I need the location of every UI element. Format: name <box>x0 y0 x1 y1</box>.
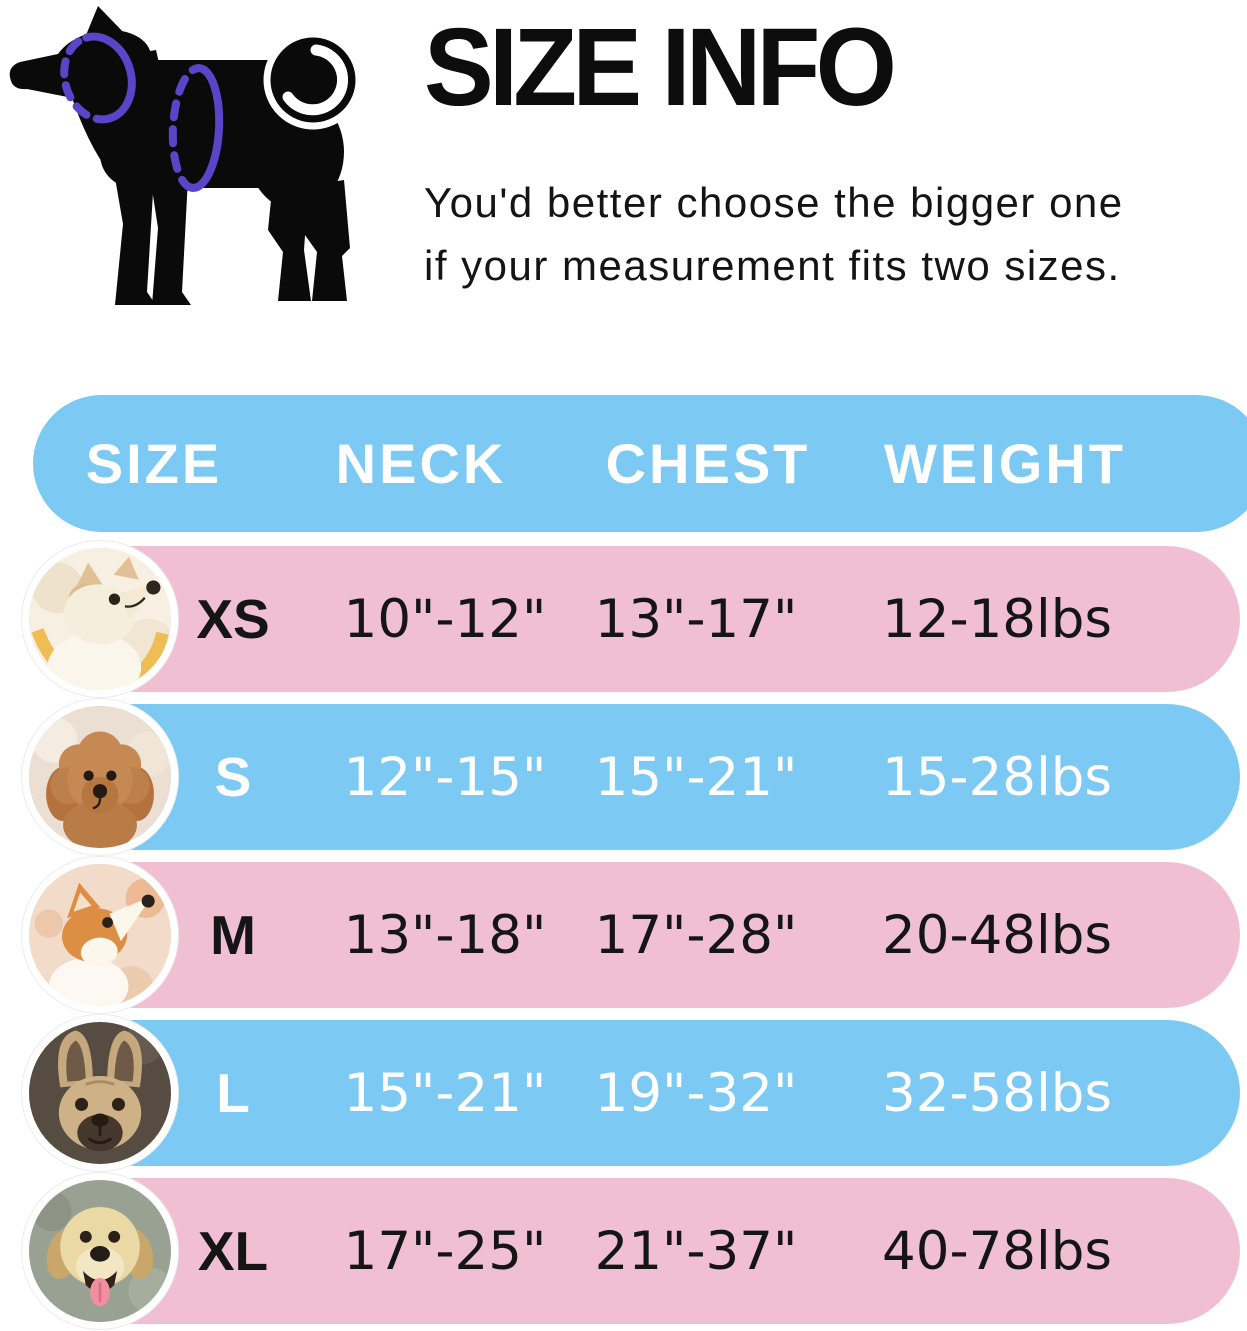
chest-cell: 19"-32" <box>594 1062 798 1124</box>
weight-cell: 40-78lbs <box>882 1220 1112 1282</box>
neck-cell: 13"-18" <box>343 904 547 966</box>
chest-cell: 13"-17" <box>594 588 798 650</box>
column-header-size: SIZE <box>85 432 223 495</box>
size-row-s: S 12"-15" 15"-21" 15-28lbs <box>22 699 1240 855</box>
weight-cell: 15-28lbs <box>882 746 1112 808</box>
dog-photo-pomeranian <box>22 541 178 697</box>
dog-photo-poodle <box>22 699 178 855</box>
curled-tail-icon <box>263 30 363 130</box>
neck-cell: 12"-15" <box>343 746 547 808</box>
hero-section: SIZE INFO You'd better choose the bigger… <box>0 0 1247 330</box>
chest-cell: 15"-21" <box>594 746 798 808</box>
subtitle: You'd better choose the bigger one if yo… <box>424 171 1124 297</box>
dog-photo-french-bulldog <box>22 1015 178 1171</box>
size-cell: L <box>216 1062 250 1124</box>
size-row-xs: XS 10"-12" 13"-17" 12-18lbs <box>22 541 1240 697</box>
neck-cell: 15"-21" <box>343 1062 547 1124</box>
weight-cell: 12-18lbs <box>882 588 1112 650</box>
chest-measure-ring-icon <box>168 64 224 192</box>
dog-photo-shiba-inu <box>22 857 178 1013</box>
size-cell: M <box>210 904 256 966</box>
size-row-l: L 15"-21" 19"-32" 32-58lbs <box>22 1015 1240 1171</box>
weight-cell: 20-48lbs <box>882 904 1112 966</box>
weight-cell: 32-58lbs <box>882 1062 1112 1124</box>
size-row-xl: XL 17"-25" 21"-37" 40-78lbs <box>22 1173 1240 1329</box>
column-header-neck: NECK <box>335 432 507 495</box>
size-cell: XL <box>197 1220 269 1282</box>
size-table: SIZE NECK CHEST WEIGHT <box>0 395 1247 1329</box>
dog-photo-labrador <box>22 1173 178 1329</box>
dog-silhouette-measure-diagram <box>9 6 363 305</box>
chest-cell: 17"-28" <box>594 904 798 966</box>
column-header-chest: CHEST <box>605 432 811 495</box>
neck-measure-ring-icon <box>60 32 136 124</box>
neck-cell: 10"-12" <box>343 588 547 650</box>
table-header-row: SIZE NECK CHEST WEIGHT <box>33 395 1247 532</box>
size-cell: S <box>214 746 252 808</box>
size-row-m: M 13"-18" 17"-28" 20-48lbs <box>22 857 1240 1013</box>
subtitle-line-1: You'd better choose the bigger one <box>424 178 1124 226</box>
column-header-weight: WEIGHT <box>884 432 1126 495</box>
page-title: SIZE INFO <box>424 6 897 129</box>
subtitle-line-2: if your measurement fits two sizes. <box>424 241 1121 289</box>
hero-text-block: SIZE INFO You'd better choose the bigger… <box>424 0 1124 330</box>
neck-cell: 17"-25" <box>343 1220 547 1282</box>
size-cell: XS <box>196 588 270 650</box>
chest-cell: 21"-37" <box>594 1220 798 1282</box>
